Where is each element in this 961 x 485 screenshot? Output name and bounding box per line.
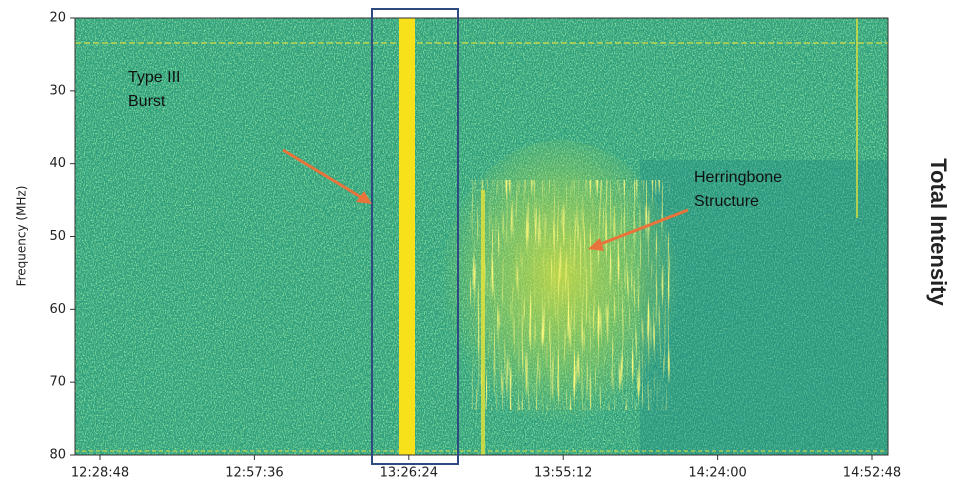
arrow-head — [588, 238, 604, 251]
arrow-head — [356, 191, 372, 204]
x-tick-label: 12:28:48 — [71, 466, 129, 481]
x-tick-label: 12:57:36 — [225, 466, 283, 481]
shade — [640, 160, 888, 455]
y-axis-label: Frequency (MHz) — [15, 186, 29, 287]
y-tick-label: 30 — [49, 83, 66, 98]
x-tick-label: 14:52:48 — [843, 466, 901, 481]
y-tick-label: 20 — [49, 11, 66, 26]
y-tick-label: 80 — [49, 448, 66, 463]
arrow — [282, 148, 365, 201]
side-label: Total Intensity — [926, 158, 951, 306]
herringbone-streaks — [470, 180, 670, 410]
y-tick-label: 70 — [49, 375, 66, 390]
x-tick-label: 14:24:00 — [688, 466, 746, 481]
streak — [481, 190, 485, 455]
highlight-box — [371, 8, 459, 465]
annotation: Type III Burst — [128, 69, 181, 110]
y-tick-label: 40 — [49, 156, 66, 171]
x-tick-label: 13:55:12 — [534, 466, 592, 481]
x-tick-label: 13:26:24 — [380, 466, 438, 481]
annotation: Herringbone Structure — [694, 169, 783, 210]
y-tick-label: 60 — [49, 302, 66, 317]
streak — [856, 18, 858, 218]
y-tick-label: 50 — [49, 229, 66, 244]
spectrogram-image — [75, 18, 888, 455]
type-iii-burst — [399, 18, 415, 455]
arrow — [597, 208, 689, 247]
